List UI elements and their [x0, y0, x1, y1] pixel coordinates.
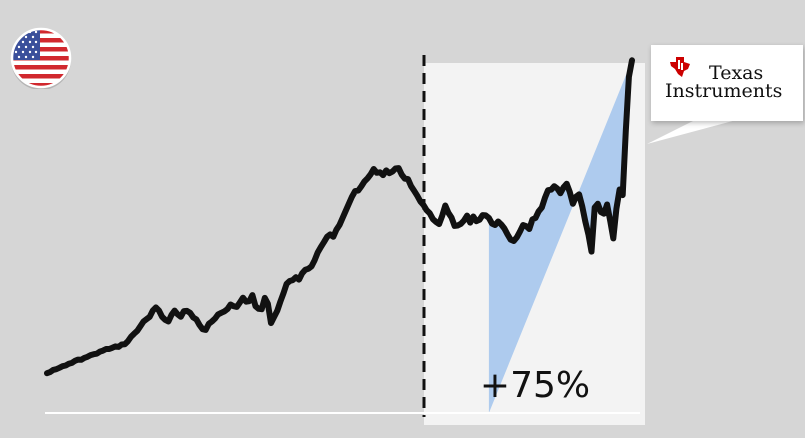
logo-line2: Instruments [665, 80, 783, 102]
company-logo-callout: Texas Instruments [645, 45, 803, 145]
gain-annotation: +75% [479, 365, 591, 406]
highlight-area [488, 60, 632, 414]
texas-instruments-logo-icon [670, 57, 690, 77]
callout-pointer [647, 115, 755, 144]
price-series-line [44, 57, 635, 377]
usa-flag-icon [10, 27, 72, 89]
logo-line1: Texas [709, 62, 764, 84]
logo-box: Texas Instruments [651, 45, 803, 121]
